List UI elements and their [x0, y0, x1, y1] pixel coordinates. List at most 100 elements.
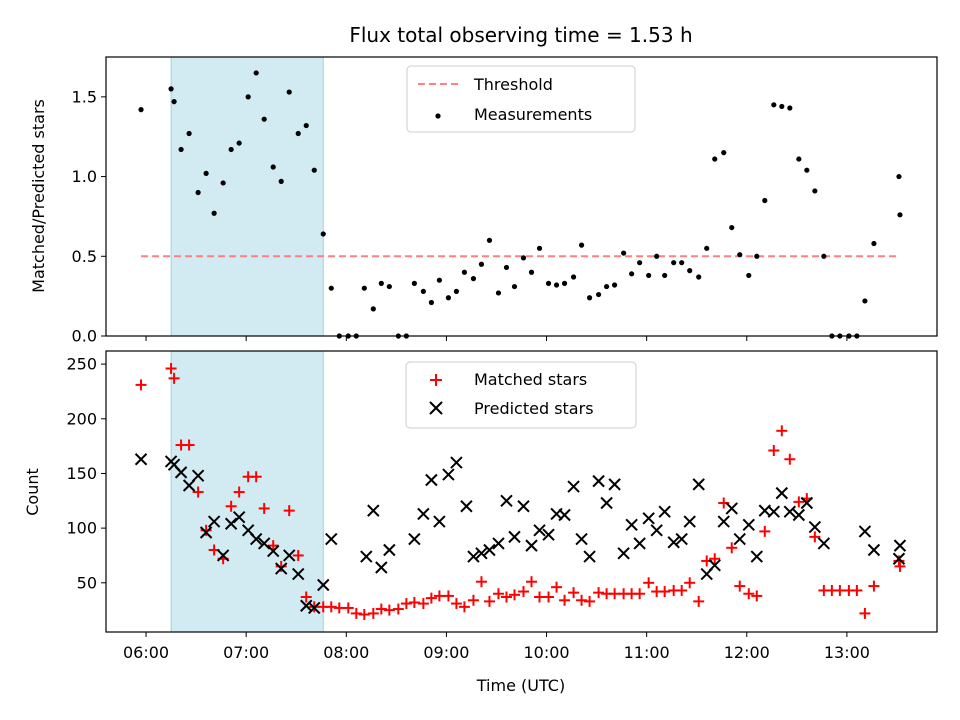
bottom-legend-box: [405, 361, 637, 429]
measurement-point: [696, 274, 702, 280]
measurement-point: [195, 189, 201, 196]
matched-star-point: [743, 588, 755, 600]
matched-star-point: [250, 471, 262, 483]
predicted-star-point: [417, 507, 430, 521]
matched-star-point: [734, 580, 746, 592]
predicted-star-point: [633, 537, 646, 550]
predicted-star-point: [658, 505, 671, 518]
measurement-point: [629, 271, 635, 277]
predicted-star-point: [207, 515, 221, 528]
measurement-point: [704, 245, 710, 251]
bottom-y-tick-label: 150: [66, 464, 97, 483]
predicted-star-point: [433, 515, 446, 528]
predicted-star-point: [783, 505, 797, 518]
measurement-point: [570, 274, 577, 280]
matched-star-point: [576, 594, 588, 606]
top-marks: [138, 70, 903, 339]
matched-star-point: [526, 576, 538, 588]
bottom-marks: [134, 362, 907, 621]
bottom-y-ticks: 50 100 150 200 250: [66, 355, 106, 592]
measurement-point: [511, 283, 518, 290]
top-panel: 0.0 0.5 1.0 1.5 Matched/Predicted stars Thr…: [29, 56, 938, 346]
measurement-point: [737, 252, 743, 258]
matched-star-point: [793, 496, 805, 508]
measurement-point: [604, 283, 610, 290]
matched-star-point: [475, 576, 487, 588]
predicted-star-point: [708, 559, 721, 572]
matched-star-point: [358, 609, 370, 621]
predicted-star-point: [742, 518, 755, 532]
legend-threshold-label: Threshold: [473, 75, 553, 94]
matched-star-point: [233, 486, 245, 498]
bottom-y-axis-label: Count: [23, 468, 42, 516]
predicted-star-point: [134, 453, 148, 466]
measurement-point: [671, 260, 677, 266]
top-y-ticks: 0.0 0.5 1.0 1.5: [72, 87, 106, 346]
measurement-point: [186, 130, 192, 137]
predicted-star-point: [460, 500, 473, 513]
measurement-point: [812, 188, 818, 194]
predicted-star-point: [442, 468, 455, 481]
measurement-point: [621, 250, 627, 256]
matched-star-point: [684, 577, 696, 589]
legend-matched-swatch: [430, 374, 442, 386]
measurement-point: [871, 240, 877, 247]
predicted-star-point: [750, 550, 763, 563]
predicted-star-point: [408, 532, 421, 546]
matched-star-point: [726, 542, 738, 554]
legend-predicted-label: Predicted stars: [474, 399, 594, 418]
bottom-y-tick-label: 200: [66, 409, 97, 428]
matched-star-point: [450, 598, 462, 610]
predicted-star-point: [600, 496, 613, 510]
predicted-star-point: [317, 578, 330, 592]
measurement-point: [595, 291, 602, 298]
measurement-point: [168, 86, 174, 92]
top-legend-box: [406, 65, 636, 133]
measurement-point: [536, 245, 543, 251]
predicted-star-point: [383, 543, 396, 557]
top-axes-frame: [105, 56, 938, 337]
legend-predicted-swatch: [429, 401, 443, 415]
measurement-point: [286, 89, 292, 95]
predicted-star-point: [650, 524, 663, 537]
measurement-point: [138, 107, 144, 113]
measurement-point: [270, 164, 276, 170]
predicted-star-point: [858, 525, 872, 538]
matched-star-point: [183, 439, 195, 451]
predicted-star-point: [325, 532, 338, 546]
matched-star-point: [417, 598, 429, 610]
x-axis-label: Time (UTC): [476, 676, 565, 695]
matched-star-point: [425, 592, 437, 604]
measurement-point: [586, 295, 593, 301]
matched-star-point: [751, 590, 763, 602]
matched-star-point: [192, 486, 204, 498]
matched-star-point: [375, 603, 387, 615]
measurement-point: [461, 269, 468, 275]
measurement-point: [687, 268, 693, 274]
measurement-point: [453, 288, 460, 294]
predicted-star-point: [533, 524, 546, 537]
x-tick-label: 09:00: [423, 643, 469, 662]
measurement-point: [637, 260, 643, 266]
measurement-point: [495, 290, 502, 296]
measurement-point: [561, 280, 568, 286]
measurement-point: [897, 212, 903, 218]
predicted-star-point: [425, 473, 438, 487]
measurement-point: [328, 285, 334, 291]
predicted-star-point: [725, 502, 738, 515]
measurement-point: [171, 99, 177, 105]
matched-star-point: [894, 560, 906, 572]
matched-star-point: [325, 601, 337, 613]
matched-star-point: [165, 362, 177, 374]
predicted-star-point: [508, 530, 521, 544]
matched-star-point: [350, 607, 362, 619]
matched-star-point: [483, 595, 495, 607]
matched-star-point: [500, 591, 512, 603]
predicted-star-point: [467, 550, 480, 563]
predicted-star-point: [216, 549, 230, 562]
measurement-point: [746, 272, 752, 279]
measurement-point: [771, 102, 777, 108]
top-legend: Threshold Measurements: [406, 65, 636, 133]
measurement-point: [721, 150, 727, 156]
x-tick-label: 12:00: [724, 643, 770, 662]
